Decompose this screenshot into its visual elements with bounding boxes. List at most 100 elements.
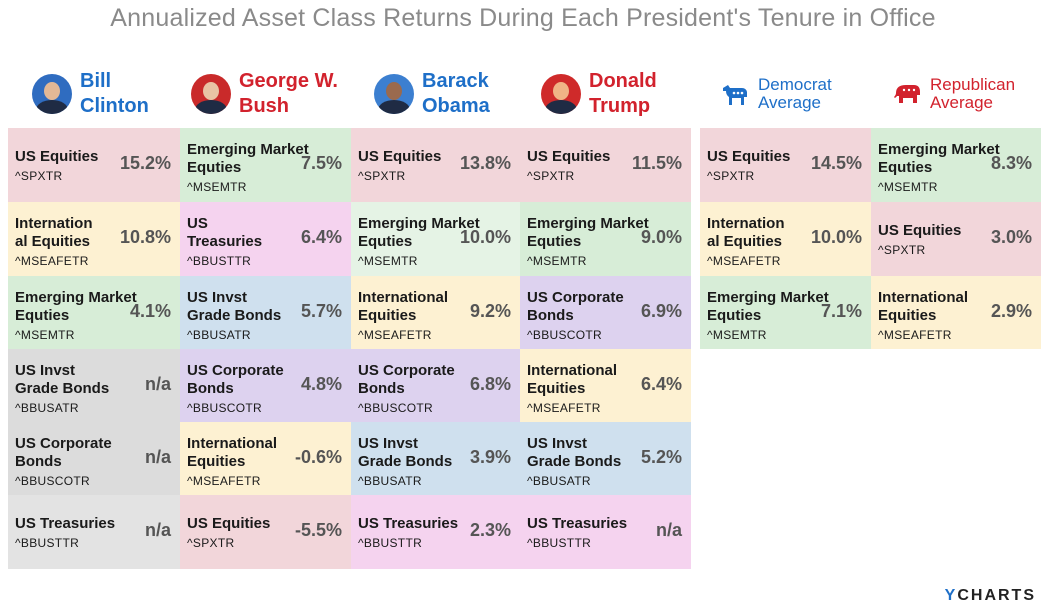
ticker-label: ^BBUSTTR [527,536,592,550]
table-cell: US Equities ^SPXTR 11.5% [520,128,691,202]
return-value: 14.5% [810,153,862,173]
clinton-portrait-icon [32,74,72,114]
return-value: 5.2% [640,447,682,467]
asset-name: International [527,362,618,379]
ticker-label: ^BBUSTTR [187,254,252,268]
table-cell: US Treasuries ^BBUSTTR 6.4% [180,202,351,276]
table-cell: US Equities ^SPXTR 14.5% [700,128,871,202]
ticker-label: ^BBUSCOTR [15,474,91,488]
return-value: 7.5% [300,153,342,173]
asset-name-line2: Treasuries [187,233,263,250]
return-value: 2.9% [990,301,1032,321]
asset-name-line2: Equities [358,307,417,324]
asset-name: US Treasuries [358,515,459,532]
asset-name: US [187,215,208,232]
ticker-label: ^SPXTR [187,536,235,550]
asset-name: US Invst [527,435,588,452]
table-cell: Emerging Market Equties ^MSEMTR 10.0% [351,202,520,276]
ticker-label: ^MSEMTR [15,328,75,342]
asset-name: US Invst [358,435,419,452]
return-value: 5.7% [300,301,342,321]
asset-name-line2: Equties [878,159,933,176]
ticker-label: ^BBUSATR [358,474,422,488]
asset-name: US Corporate [527,289,624,306]
asset-name-line2: Grade Bonds [527,453,622,470]
table-cell: US Equities ^SPXTR 15.2% [8,128,180,202]
return-value: -5.5% [294,520,342,540]
table-cell: Internation al Equities ^MSEAFETR 10.8% [8,202,180,276]
asset-name-line2: al Equities [15,233,91,250]
return-value: 6.4% [300,227,342,247]
return-value: 9.0% [640,227,682,247]
table-cell: International Equities ^MSEAFETR -0.6% [180,422,351,495]
return-value: 3.0% [990,227,1032,247]
return-value: 10.0% [459,227,511,247]
ticker-label: ^BBUSCOTR [187,401,263,415]
ticker-label: ^MSEAFETR [15,254,89,268]
header-clinton-line2: Clinton [80,95,149,117]
asset-name: US Equities [187,515,271,532]
asset-name-line2: Grade Bonds [358,453,453,470]
ticker-label: ^MSEAFETR [187,474,261,488]
ticker-label: ^SPXTR [878,243,926,257]
return-value: n/a [144,447,171,467]
asset-name: US Equities [15,148,99,165]
header-trump-line1: Donald [589,70,657,92]
chart-title: Annualized Asset Class Returns During Ea… [110,4,936,32]
ticker-label: ^BBUSATR [187,328,251,342]
table-cell: Emerging Market Equties ^MSEMTR 7.1% [700,276,871,349]
asset-name: Emerging Market [878,141,1000,158]
ycharts-logo: YCHARTS [944,587,1036,604]
obama-portrait-icon [374,74,414,114]
return-value: 6.9% [640,301,682,321]
ticker-label: ^MSEAFETR [358,328,432,342]
asset-name: US Corporate [15,435,112,452]
return-value: 4.8% [300,374,342,394]
table-cell: Emerging Market Equties ^MSEMTR 4.1% [8,276,180,349]
header-republican-line1: Republican [930,75,1016,94]
ticker-label: ^BBUSTTR [358,536,423,550]
header-republican-average: Republican Average [892,64,1042,124]
asset-name-line2: Grade Bonds [187,307,282,324]
table-cell: Emerging Market Equties ^MSEMTR 7.5% [180,128,351,202]
return-value: 15.2% [119,153,171,173]
asset-name: Emerging Market [707,289,829,306]
asset-name: International [187,435,278,452]
asset-name: US Equities [878,222,962,239]
table-cell: US Corporate Bonds ^BBUSCOTR 6.8% [351,349,520,422]
return-value: n/a [655,520,682,540]
return-value: -0.6% [294,447,342,467]
table-cell: US Invst Grade Bonds ^BBUSATR n/a [8,349,180,422]
table-cell: International Equities ^MSEAFETR 9.2% [351,276,520,349]
header-clinton: Bill Clinton [32,64,182,124]
return-value: 7.1% [820,301,862,321]
asset-name: US Treasuries [15,515,116,532]
ticker-label: ^MSEAFETR [527,401,601,415]
asset-name: US Equities [707,148,791,165]
asset-name-line2: Equities [878,307,937,324]
header-republican-line2: Average [930,93,994,112]
asset-name-line2: Equties [187,159,242,176]
table-cell: US Equities ^SPXTR 3.0% [871,202,1041,276]
asset-name-line2: Grade Bonds [15,380,110,397]
return-value: 6.4% [640,374,682,394]
asset-name: US Equities [358,148,442,165]
ticker-label: ^BBUSCOTR [527,328,603,342]
ticker-label: ^BBUSATR [527,474,591,488]
header-democrat-line2: Average [758,93,822,112]
asset-name: Emerging Market [358,215,480,232]
ticker-label: ^BBUSCOTR [358,401,434,415]
table-cell: US Invst Grade Bonds ^BBUSATR 5.7% [180,276,351,349]
table-cell: US Equities ^SPXTR -5.5% [180,495,351,569]
table-cell: US Invst Grade Bonds ^BBUSATR 3.9% [351,422,520,495]
header-obama-line2: Obama [422,95,490,117]
table-cell: Emerging Market Equties ^MSEMTR 9.0% [520,202,691,276]
return-value: 9.2% [469,301,511,321]
header-democrat-average: Democrat Average [720,64,880,124]
table-cell: US Corporate Bonds ^BBUSCOTR 4.8% [180,349,351,422]
return-value: 10.0% [810,227,862,247]
ticker-label: ^MSEAFETR [878,328,952,342]
table-cell: US Treasuries ^BBUSTTR 2.3% [351,495,520,569]
asset-name: US Treasuries [527,515,628,532]
ticker-label: ^MSEMTR [707,328,767,342]
